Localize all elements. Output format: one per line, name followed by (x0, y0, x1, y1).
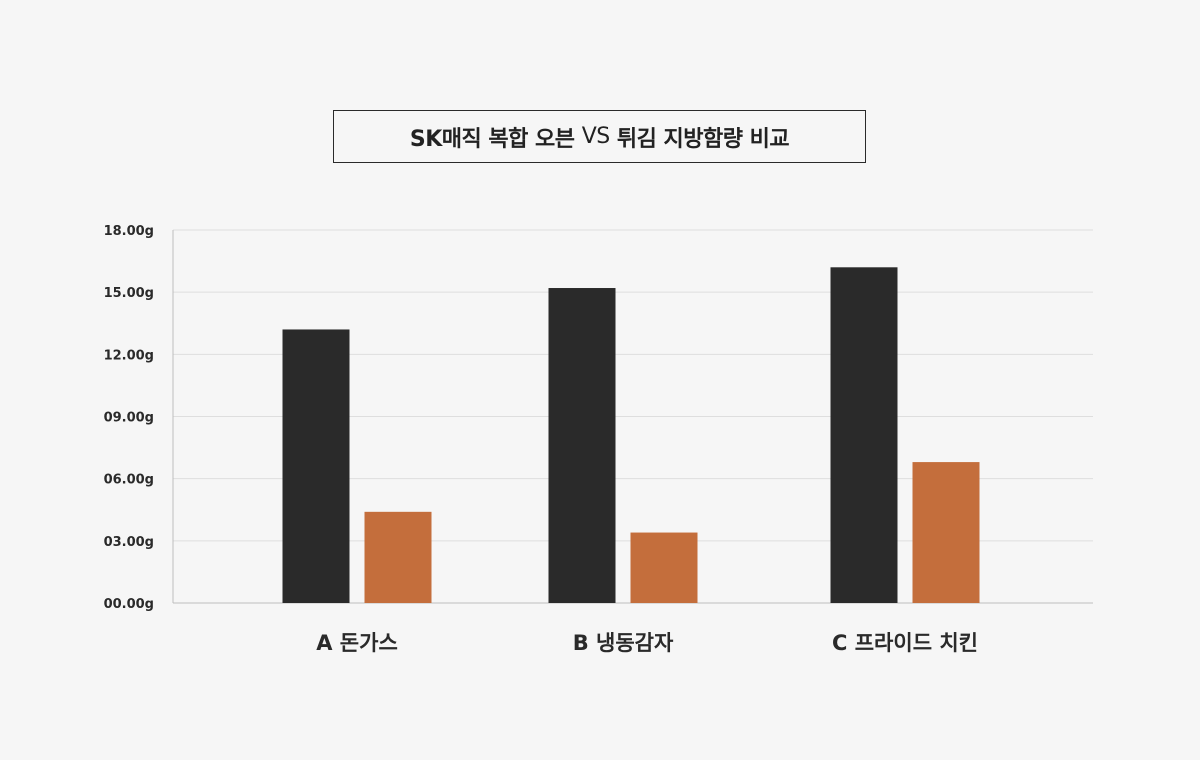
y-tick-label: 18.00g (104, 224, 154, 239)
y-tick-label: 00.00g (104, 597, 154, 612)
y-tick-label: 12.00g (104, 348, 154, 363)
x-category-labels: A 돈가스 B 냉동감자 C 프라이드 치킨 (316, 631, 978, 655)
y-tick-label: 06.00g (104, 473, 154, 488)
y-tick-label: 15.00g (104, 286, 154, 301)
title-part-1: SK매직 복합 오븐 (409, 126, 575, 152)
title-part-3: 튀김 지방함량 비교 (616, 126, 790, 152)
bar-dark-2 (548, 288, 616, 603)
y-tick-label: 03.00g (104, 535, 154, 550)
bar-orange-1 (364, 511, 432, 603)
x-category-label: A 돈가스 (316, 631, 398, 655)
x-category-label: B 냉동감자 (573, 631, 674, 655)
bar-dark-3 (830, 267, 898, 603)
y-tick-labels: 00.00g 03.00g 06.00g 09.00g 12.00g 15.00g 18.0… (104, 224, 154, 612)
bars (282, 267, 980, 603)
y-tick-label: 09.00g (104, 411, 154, 426)
bar-orange-2 (630, 532, 698, 603)
bar-dark-1 (282, 329, 350, 603)
title-vs: VS (581, 124, 611, 149)
chart-title: SK매직 복합 오븐 VS 튀김 지방함량 비교 (333, 110, 866, 163)
x-category-label: C 프라이드 치킨 (832, 631, 978, 655)
bar-orange-3 (912, 462, 980, 603)
